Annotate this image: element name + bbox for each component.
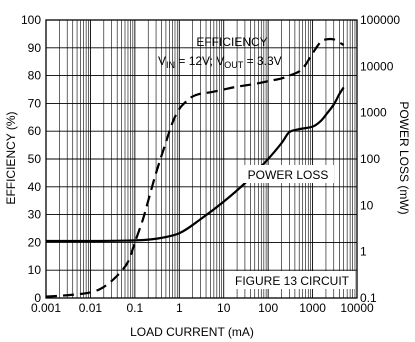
- x-tick-label: 10000: [340, 301, 374, 315]
- x-tick-label: 1000: [299, 301, 326, 315]
- y-left-tick-label: 80: [28, 69, 42, 83]
- y-right-tick-label: 1000: [360, 106, 387, 120]
- y-left-tick-label: 60: [28, 124, 42, 138]
- y-left-tick-label: 70: [28, 96, 42, 110]
- y-axis-right-label: POWER LOSS (mW): [397, 101, 411, 214]
- conditions-mid: = 12V; V: [175, 54, 224, 68]
- conditions-vout-sub: OUT: [224, 60, 244, 70]
- y-axis-left-label: EFFICIENCY (%): [4, 111, 18, 204]
- figure-label-bg: [229, 271, 355, 289]
- x-tick-label: 0.1: [127, 301, 144, 315]
- y-left-tick-label: 90: [28, 41, 42, 55]
- y-left-tick-label: 100: [21, 13, 41, 27]
- x-axis-label: LOAD CURRENT (mA): [130, 325, 254, 339]
- figure-annotation: FIGURE 13 CIRCUIT: [235, 274, 350, 288]
- tick-labels: 0.001 0.01 0.1 1 10 100 1000 100000102030405060…: [21, 13, 400, 315]
- y-right-tick-label: 10000: [360, 59, 394, 73]
- x-tick-label: 100: [258, 301, 278, 315]
- plot-frame: [45, 19, 358, 299]
- x-tick-label: 10: [217, 301, 231, 315]
- conditions-annotation: VIN = 12V; VOUT = 3.3V: [158, 54, 282, 70]
- y-left-tick-label: 0: [34, 291, 41, 305]
- efficiency-curve: [45, 37, 345, 298]
- y-right-tick-label: 10: [360, 198, 374, 212]
- x-tick-label: 0.001: [31, 301, 61, 315]
- grid: [45, 19, 357, 299]
- series-group: [45, 37, 345, 298]
- x-tick-label: 1: [176, 301, 183, 315]
- y-right-tick-label: 100: [360, 152, 380, 166]
- efficiency-annotation: EFFICIENCY: [196, 35, 267, 49]
- y-left-tick-label: 50: [28, 152, 42, 166]
- y-right-tick-label: 1: [360, 245, 367, 259]
- y-left-tick-label: 30: [28, 208, 42, 222]
- y-left-tick-label: 20: [28, 235, 42, 249]
- conditions-vin: V: [158, 54, 166, 68]
- power-loss-curve: [45, 86, 345, 243]
- conditions-end: = 3.3V: [243, 54, 281, 68]
- x-tick-label: 0.01: [79, 301, 103, 315]
- power-loss-annotation: POWER LOSS: [248, 168, 329, 182]
- y-left-tick-label: 40: [28, 180, 42, 194]
- y-right-tick-label: 100000: [360, 13, 400, 27]
- conditions-vin-sub: IN: [166, 60, 175, 70]
- power-loss-label-bg: [242, 165, 334, 183]
- y-right-tick-label: 0.1: [360, 291, 377, 305]
- y-left-tick-label: 10: [28, 263, 42, 277]
